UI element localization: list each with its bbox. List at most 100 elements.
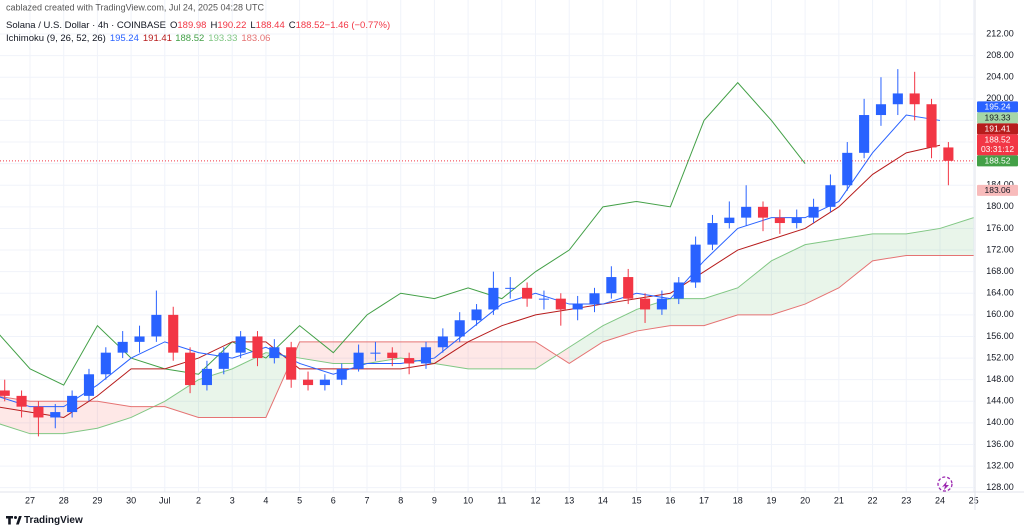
candle-body [842, 152, 853, 186]
candles [0, 69, 954, 437]
cloud-segment [468, 341, 502, 369]
x-tick-label: 17 [699, 495, 709, 505]
candle-body [319, 379, 330, 386]
span-a-line [0, 217, 974, 435]
indicator-value: 188.52 [175, 33, 204, 44]
x-tick-label: 4 [263, 495, 268, 505]
cloud-segment [232, 352, 266, 418]
candle-body [791, 217, 802, 224]
candle-body [606, 277, 617, 294]
x-tick-label: 21 [834, 495, 844, 505]
x-tick-label: 23 [901, 495, 911, 505]
candle-body [943, 147, 954, 161]
x-tick-label: 24 [935, 495, 945, 505]
candle-body [302, 379, 314, 386]
x-tick-label: 7 [365, 495, 370, 505]
candle-body [757, 206, 769, 218]
price-label: 193.33 [985, 112, 1011, 122]
ohlc-key: L [250, 20, 255, 31]
ohlc-key: O [170, 20, 177, 31]
attribution: cablazed created with TradingView.com, J… [6, 2, 264, 12]
cloud-segment [771, 244, 806, 315]
cloud-segment [299, 341, 334, 364]
cloud-segment [704, 287, 738, 326]
candle-body [50, 412, 61, 418]
x-tick-label: 16 [665, 495, 675, 505]
candle-body [538, 298, 550, 300]
cloud [0, 217, 974, 434]
candle-body [589, 293, 600, 305]
cloud-segment [501, 341, 536, 369]
candle-body [522, 287, 533, 299]
price-label-box [977, 134, 1018, 156]
x-tick-label: 14 [598, 495, 608, 505]
axes: 128.00 132.00 136.00 140.00 144.00 148.00 152.… [0, 0, 1024, 510]
candle-body [336, 368, 347, 380]
y-tick-label: 128.00 [986, 482, 1014, 492]
ohlc-value: 188.44 [256, 20, 285, 31]
x-tick-label: 27 [25, 495, 35, 505]
countdown-label: 03:31:12 [981, 144, 1014, 154]
x-tick-label: 20 [800, 495, 810, 505]
x-tick-label: 15 [632, 495, 642, 505]
candle-body [168, 314, 179, 353]
candle-body [690, 244, 701, 283]
cloud-segment [97, 401, 132, 429]
y-tick-label: 176.00 [986, 223, 1014, 233]
y-tick-label: 200.00 [986, 93, 1014, 103]
cloud-segment [602, 309, 637, 342]
x-tick-label: 9 [432, 495, 437, 505]
candle-body [471, 309, 482, 321]
candle-body [859, 115, 870, 153]
candle-body [100, 352, 111, 375]
candle-body [83, 374, 95, 396]
price-label-box [977, 184, 1018, 196]
ohlc-value: −1.46 (−0.77%) [325, 20, 391, 31]
indicator-line: Ichimoku (9, 26, 52, 26) 195.24 191.41 188.… [6, 33, 270, 44]
candle-body [808, 206, 819, 218]
cloud-segment [838, 233, 873, 288]
x-tick-label: 28 [59, 495, 69, 505]
candle-body [33, 406, 44, 418]
kijun-line [0, 144, 941, 418]
x-tick-label: 10 [463, 495, 473, 505]
indicator-value: 191.41 [143, 33, 172, 44]
replay-icon [937, 476, 953, 492]
x-tick-label: 2 [196, 495, 201, 505]
y-tick-label: 172.00 [986, 244, 1014, 254]
y-tick-label: 168.00 [986, 266, 1014, 276]
cloud-segment [906, 228, 940, 256]
candle-body [572, 304, 583, 310]
x-tick-label: 6 [331, 495, 336, 505]
cloud-segment [670, 298, 705, 326]
y-tick-label: 164.00 [986, 288, 1014, 298]
x-tick-label: 30 [126, 495, 136, 505]
candle-body [926, 104, 937, 148]
candle-body [235, 336, 246, 353]
span-b-line [0, 254, 974, 418]
y-tick-label: 152.00 [986, 352, 1014, 362]
candle-body [185, 352, 196, 386]
indicator-value: 195.24 [110, 33, 139, 44]
ohlc-value: 189.98 [177, 20, 206, 31]
x-tick-label: 12 [531, 495, 541, 505]
indicator-name: Ichimoku (9, 26, 52, 26) [6, 33, 106, 44]
candle-body [454, 320, 465, 337]
candle-body [437, 336, 448, 348]
cloud-segment [569, 325, 603, 364]
y-tick-label: 212.00 [986, 28, 1014, 38]
candle-body [134, 336, 145, 342]
y-tick-label: 144.00 [986, 396, 1014, 406]
candle-body [201, 368, 212, 386]
y-tick-label: 136.00 [986, 439, 1014, 449]
cloud-segment [805, 239, 839, 305]
price-label: 183.06 [985, 185, 1011, 195]
candle-body [218, 352, 229, 369]
candle-body [875, 104, 887, 116]
candle-body [353, 352, 364, 369]
candle-body [16, 395, 27, 407]
y-tick-label: 208.00 [986, 50, 1014, 60]
y-tick-label: 140.00 [986, 417, 1014, 427]
indicator-value: 193.33 [208, 33, 237, 44]
